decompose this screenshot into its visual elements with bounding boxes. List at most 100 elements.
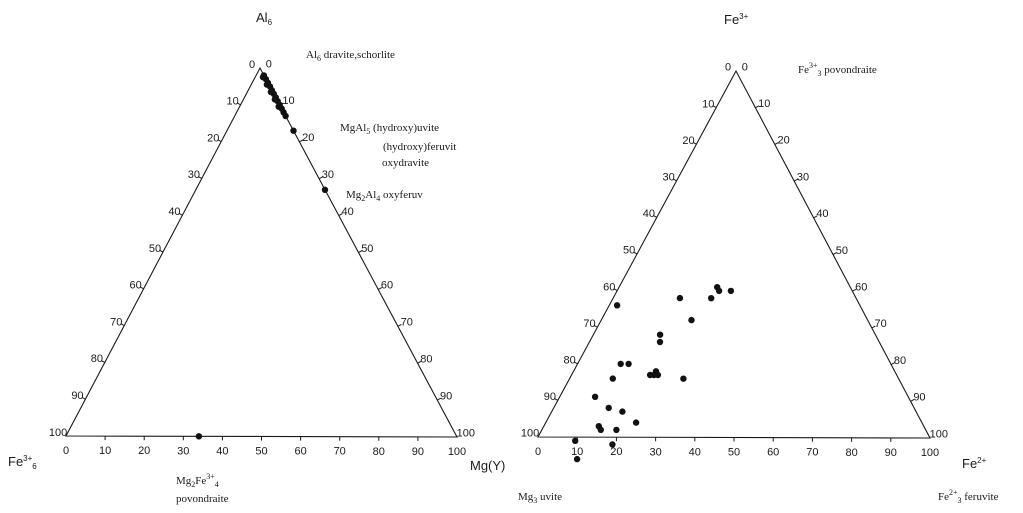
annotation-fe3pov-part: Fe (798, 64, 809, 76)
right-diagram-right-edge-tick-mark (813, 215, 818, 219)
vertex-label-al6: Al6 (256, 10, 273, 27)
annotation-mg3uvite-part: 3 (533, 496, 537, 505)
vertex-label-fe3-part: 3+ (23, 454, 32, 463)
annotation-al6-part: Al (306, 49, 317, 61)
vertex-label-fe3plus-part: Fe (724, 12, 739, 27)
vertex-label-al6-part: 6 (268, 18, 273, 27)
right-diagram-point (625, 360, 632, 368)
right-diagram-left-edge-tick-mark (672, 178, 677, 182)
left-diagram-left-edge-tick-mark (139, 286, 144, 290)
left-diagram-left-edge-tick-mark (120, 323, 125, 327)
right-diagram-left-edge-tick-mark (554, 398, 559, 401)
right-diagram-point (617, 360, 624, 368)
right-diagram-bottom-edge-tick-label: 100 (921, 447, 939, 459)
left-diagram-right-edge-tick-mark (377, 287, 382, 290)
right-diagram-right-edge-tick-label: 70 (875, 318, 887, 330)
right-diagram-right-edge-tick-label: 80 (894, 355, 906, 367)
right-diagram-point (613, 426, 620, 434)
left-diagram-left-edge-tick-mark (217, 139, 222, 143)
annotation-mg3uvite-part: uvite (537, 491, 562, 503)
right-diagram-point (656, 338, 664, 346)
annotation-mg2al4-part: oxyferuv (380, 189, 423, 201)
right-diagram-point (632, 419, 640, 426)
left-diagram-right-edge-tick-label: 10 (282, 95, 294, 107)
right-diagram-left-edge-tick-mark (633, 251, 638, 255)
right-diagram-left-edge-tick-label: 70 (583, 318, 595, 330)
left-diagram-left-edge-tick-mark (178, 212, 183, 216)
right-diagram-point (605, 404, 612, 412)
left-diagram-left-edge-tick-mark (81, 396, 86, 400)
left-diagram-point (267, 88, 275, 96)
right-diagram-bottom-edge-tick-label: 20 (610, 446, 622, 458)
right-diagram-right-edge-tick-mark (832, 252, 837, 255)
right-diagram-bottom-edge-tick-label: 40 (689, 446, 701, 458)
annotation-mg2al4: Mg2Al4 oxyferuv (346, 189, 423, 203)
right-diagram-left-edge-tick-mark (712, 105, 717, 109)
left-diagram-right-edge-tick-label: 70 (401, 317, 413, 329)
right-diagram-left-edge-tick-mark (692, 141, 697, 145)
left-diagram-point (259, 74, 267, 81)
left-diagram-point (321, 186, 329, 193)
annotation-fe2feruvite-part: feruvite (962, 491, 999, 503)
left-diagram-right-edge-tick-label: 60 (381, 280, 393, 292)
left-diagram-bottom-edge-tick-label: 50 (255, 446, 267, 458)
left-diagram-right-edge-tick-label: 80 (420, 353, 432, 365)
left-diagram-bottom-edge-tick-label: 100 (448, 446, 466, 458)
right-diagram-point (688, 316, 695, 324)
right-diagram-left-edge-tick-label: 30 (663, 172, 675, 184)
left-diagram-bottom-edge-tick-label: 80 (373, 446, 385, 458)
left-diagram-point (263, 81, 271, 88)
right-diagram-point (708, 295, 715, 302)
right-diagram-bottom-edge-tick-label: 10 (571, 446, 583, 458)
right-diagram-left-edge-tick-label: 100 (521, 428, 539, 440)
right-diagram-left-edge-tick-mark (593, 324, 598, 328)
right-diagram-point (573, 455, 581, 463)
right-diagram-point (646, 371, 654, 379)
right-diagram-point (609, 441, 616, 448)
right-diagram-bottom-edge-tick-label: 50 (728, 447, 740, 459)
annotation-mg2al4-part: Al (365, 189, 376, 201)
right-diagram-right-edge-tick-mark (910, 398, 915, 402)
left-diagram-left-edge-tick-mark (236, 102, 241, 106)
annotation-mg2fe: Mg2Fe3+4 (176, 472, 219, 489)
right-diagram-right-edge-tick-label: 50 (836, 245, 848, 257)
left-diagram-left-edge-tick-label: 10 (227, 96, 239, 108)
left-diagram-point (195, 433, 203, 440)
left-diagram-left-edge-tick-label: 100 (49, 427, 67, 439)
vertex-label-fe3plus: Fe3+ (724, 12, 749, 27)
annotation-fe3pov-part: povondraite (822, 64, 877, 76)
right-diagram-left-edge-tick-label: 0 (725, 62, 731, 74)
right-diagram-point (619, 408, 626, 415)
left-diagram-left-edge-tick-label: 20 (207, 132, 219, 144)
right-diagram-right-edge-tick-label: 30 (797, 171, 809, 183)
vertex-label-mgy: Mg(Y) (470, 458, 505, 473)
right-diagram-point (572, 437, 579, 444)
left-diagram-right-edge-tick-mark (318, 176, 323, 180)
left-diagram-right-edge-tick-label: 90 (440, 390, 452, 402)
left-diagram-bottom-edge-tick-label: 60 (294, 446, 306, 458)
right-diagram-right-edge-tick-mark (852, 288, 857, 292)
vertex-label-mgy-part: Mg(Y) (470, 458, 505, 473)
left-diagram-left-edge-tick-label: 90 (71, 390, 83, 402)
left-diagram-left-edge-tick-label: 60 (130, 280, 142, 292)
right-diagram-outline (537, 69, 931, 439)
left-diagram-right-edge-tick-mark (437, 397, 442, 401)
right-diagram-point (676, 294, 684, 302)
right-diagram-left-edge-tick-label: 90 (544, 391, 556, 403)
right-diagram-bottom-edge-tick-label: 30 (649, 446, 661, 458)
vertex-label-fe3-part: 6 (32, 462, 37, 471)
left-diagram-left-edge-tick-mark (159, 249, 164, 253)
right-diagram-left-edge-tick-mark (613, 288, 618, 292)
right-diagram-bottom-edge-tick-label: 80 (845, 447, 857, 459)
right-diagram-right-edge-tick-mark (871, 325, 876, 329)
right-diagram-left-edge-tick-label: 60 (603, 281, 615, 293)
left-diagram-bottom-edge-tick-label: 0 (63, 445, 69, 457)
left-diagram-left-edge-tick-label: 30 (188, 169, 200, 181)
vertex-label-fe3-part: Fe (8, 454, 23, 469)
annotation-mgal5-part: (hydroxy)uvite (370, 122, 439, 134)
annotation-mg2fe-part: Mg (176, 475, 192, 487)
annotation-mg2al4-part: 2 (361, 194, 365, 203)
right-diagram-right-edge-tick-label: 90 (913, 392, 925, 404)
right-diagram-left-edge-tick-mark (573, 361, 578, 365)
